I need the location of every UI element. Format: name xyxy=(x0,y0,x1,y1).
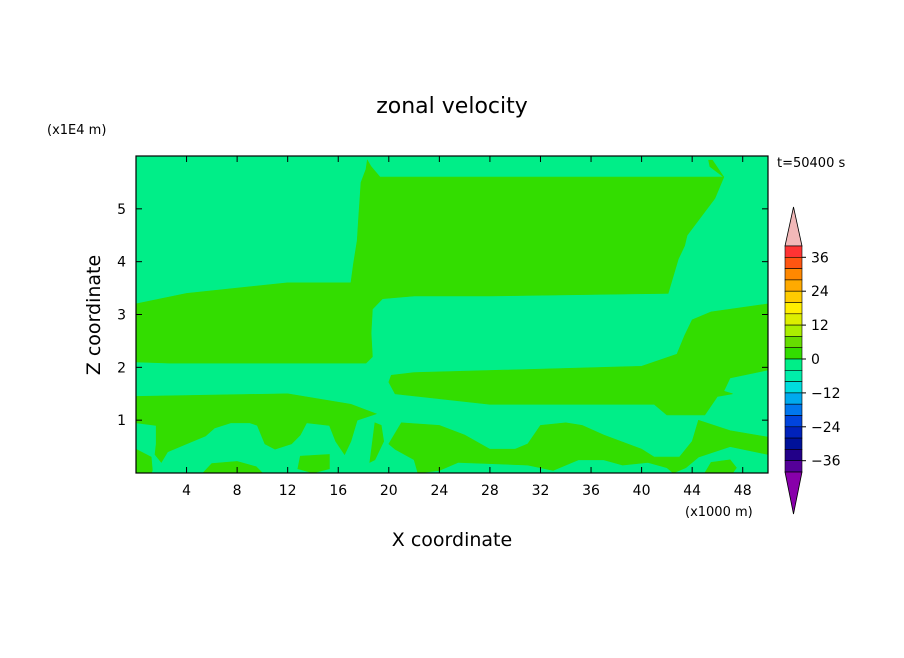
y-unit-label: (x1E4 m) xyxy=(47,123,106,138)
colorbar-box xyxy=(784,290,803,303)
y-tick-label: 3 xyxy=(117,308,126,324)
x-tick-label: 32 xyxy=(532,483,550,499)
y-tick-label: 4 xyxy=(117,255,126,271)
plot-area xyxy=(135,155,769,474)
colorbar: 36 24 12 0 −12 −24 −36 xyxy=(784,206,841,515)
colorbar-box xyxy=(784,449,803,461)
colorbar-tick-label: 36 xyxy=(811,250,829,266)
colorbar-box xyxy=(784,403,803,416)
colorbar-tick-label: −12 xyxy=(811,386,841,402)
x-tick-label: 44 xyxy=(683,483,701,499)
colorbar-box xyxy=(784,460,803,473)
y-tick-label: 5 xyxy=(117,202,126,218)
colorbar-box xyxy=(784,279,803,292)
colorbar-box xyxy=(784,245,803,258)
colorbar-box xyxy=(784,358,803,371)
colorbar-tick-label: −36 xyxy=(811,454,841,470)
colorbar-box xyxy=(784,313,803,326)
colorbar-box xyxy=(784,369,803,382)
x-tick-label: 28 xyxy=(481,483,499,499)
x-tick-label: 8 xyxy=(233,483,242,499)
colorbar-box xyxy=(784,268,803,281)
colorbar-box xyxy=(784,437,803,450)
x-tick-label: 48 xyxy=(734,483,752,499)
contour-region-5 xyxy=(369,422,385,463)
contour-region-1 xyxy=(135,159,725,364)
colorbar-min-triangle xyxy=(784,471,803,515)
colorbar-box xyxy=(784,256,803,269)
contour-region-4 xyxy=(135,393,378,463)
colorbar-box xyxy=(784,426,803,439)
colorbar-tick-label: 24 xyxy=(811,284,829,300)
colorbar-max-triangle xyxy=(784,206,803,247)
colorbar-box xyxy=(784,392,803,405)
colorbar-box xyxy=(784,302,803,315)
x-tick-label: 4 xyxy=(182,483,191,499)
x-tick-label: 20 xyxy=(380,483,398,499)
colorbar-box xyxy=(784,415,803,428)
colorbar-box xyxy=(784,347,803,360)
y-axis-label: Z coordinate xyxy=(83,255,105,375)
chart-title: zonal velocity xyxy=(376,94,528,119)
x-tick-label: 36 xyxy=(582,483,600,499)
x-tick-label: 24 xyxy=(430,483,448,499)
colorbar-box xyxy=(784,381,803,394)
x-tick-label: 40 xyxy=(633,483,651,499)
contour-region-3 xyxy=(388,303,769,416)
contour-region-7 xyxy=(297,454,330,474)
x-unit-label: (x1000 m) xyxy=(685,505,753,520)
colorbar-box xyxy=(784,324,803,337)
y-tick-label: 2 xyxy=(117,360,126,376)
x-axis-label: X coordinate xyxy=(392,529,512,551)
colorbar-box xyxy=(784,336,803,348)
x-tick-label: 12 xyxy=(279,483,297,499)
contour-region-2 xyxy=(708,159,725,178)
colorbar-tick-label: −24 xyxy=(811,420,841,436)
x-tick-label: 16 xyxy=(329,483,347,499)
y-tick-label: 1 xyxy=(117,413,126,429)
colorbar-tick-label: 0 xyxy=(811,352,820,368)
time-label: t=50400 s xyxy=(777,156,845,171)
colorbar-tick-label: 12 xyxy=(811,318,829,334)
